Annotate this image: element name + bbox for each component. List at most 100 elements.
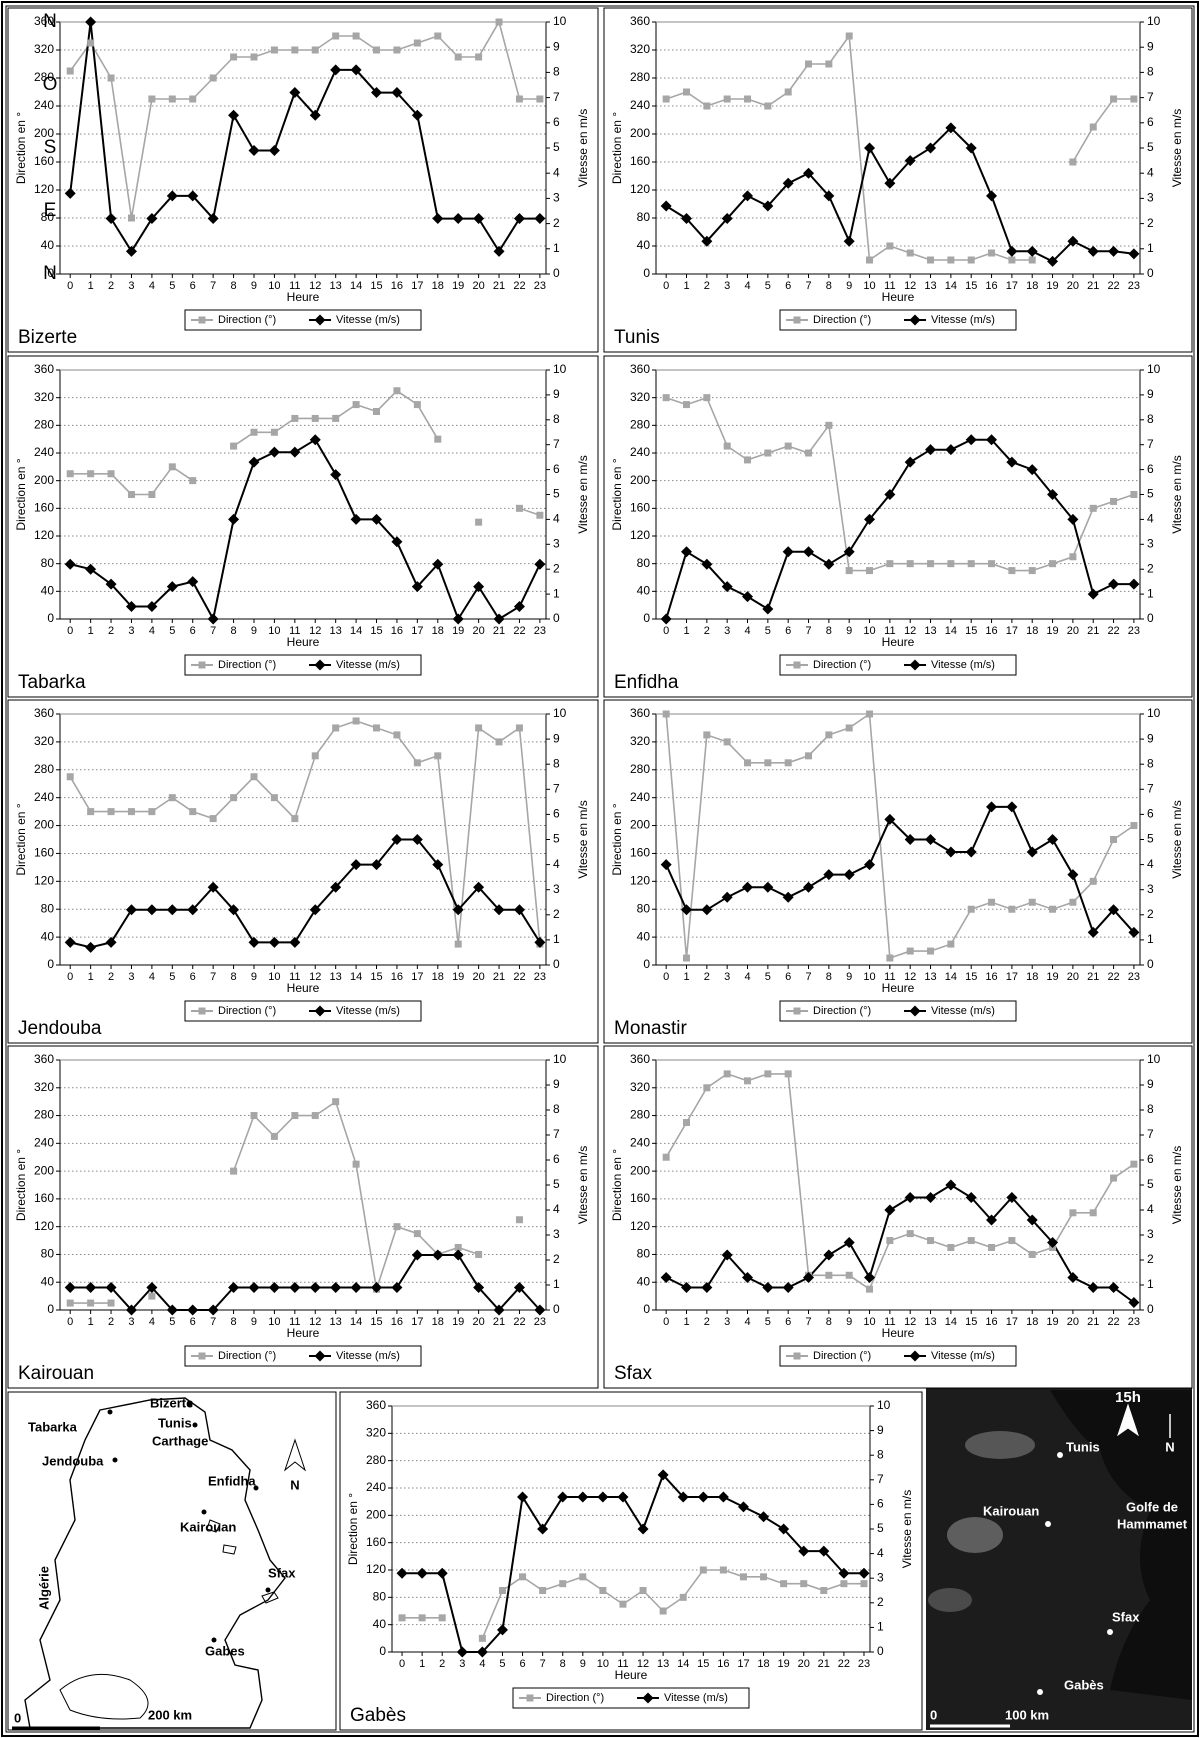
speed-marker <box>314 659 326 671</box>
direction-marker <box>886 242 894 250</box>
direction-marker <box>825 1271 833 1279</box>
x-tick-label: 10 <box>268 1316 280 1328</box>
x-tick-label: 0 <box>67 625 73 637</box>
speed-marker <box>701 1282 713 1293</box>
x-tick-label: 23 <box>534 625 546 637</box>
x-tick-label: 13 <box>330 971 342 983</box>
x-tick-label: 6 <box>190 1316 196 1328</box>
x-tick-label: 20 <box>472 280 484 292</box>
direction-marker <box>168 463 176 471</box>
y2-tick-label: 0 <box>553 1302 560 1316</box>
x-tick-label: 9 <box>251 971 257 983</box>
station-name: Monastir <box>614 1018 688 1039</box>
x-tick-label: 4 <box>479 1658 485 1670</box>
y-tick-label: 120 <box>34 528 54 542</box>
sat-city-dot <box>1045 1521 1051 1527</box>
speed-marker <box>721 581 733 593</box>
x-tick-label: 15 <box>965 1316 977 1328</box>
direction-marker <box>723 442 731 450</box>
y-axis-label: Direction en ° <box>14 803 28 875</box>
y-tick-label: 360 <box>630 706 650 720</box>
speed-marker <box>1128 926 1140 938</box>
direction-marker <box>189 477 197 485</box>
direction-marker <box>148 95 156 103</box>
x-tick-label: 17 <box>1006 1316 1018 1328</box>
direction-marker <box>947 256 955 264</box>
speed-marker <box>125 904 137 916</box>
speed-marker <box>909 314 921 326</box>
direction-marker <box>703 394 711 402</box>
x-tick-label: 3 <box>128 1316 134 1328</box>
y-tick-label: 200 <box>630 1163 650 1177</box>
speed-marker <box>330 469 342 481</box>
speed-marker <box>597 1491 609 1503</box>
direction-marker <box>66 1299 74 1307</box>
inner-frame <box>5 5 1195 1733</box>
station-name: Sfax <box>614 1363 653 1384</box>
y2-tick-label: 7 <box>553 781 560 795</box>
x-tick-label: 10 <box>863 971 875 983</box>
speed-marker <box>1047 489 1059 500</box>
direction-marker <box>168 95 176 103</box>
y-tick-label: 120 <box>630 182 650 196</box>
direction-marker <box>927 256 935 264</box>
y-tick-label: 280 <box>34 70 54 84</box>
x-tick-label: 17 <box>1006 625 1018 637</box>
direction-marker <box>209 815 217 823</box>
y2-tick-label: 3 <box>1147 191 1154 205</box>
speed-marker <box>1128 1297 1140 1308</box>
x-axis-label: Heure <box>287 1326 320 1340</box>
station-name: Jendouba <box>18 1018 102 1039</box>
y2-tick-label: 6 <box>553 115 560 129</box>
direction-marker <box>744 1077 752 1085</box>
x-tick-label: 18 <box>757 1658 769 1670</box>
direction-marker <box>87 470 95 478</box>
x-tick-label: 21 <box>1087 625 1099 637</box>
x-tick-label: 22 <box>1107 1316 1119 1328</box>
direction-marker <box>662 710 670 718</box>
x-tick-label: 2 <box>704 971 710 983</box>
direction-marker <box>723 1070 731 1078</box>
direction-marker <box>866 567 874 575</box>
x-tick-label: 6 <box>190 971 196 983</box>
direction-marker <box>906 1230 914 1238</box>
x-tick-label: 0 <box>663 280 669 292</box>
y2-axis-label: Vitesse en m/s <box>576 109 590 187</box>
x-tick-label: 11 <box>289 625 300 637</box>
y2-tick-label: 3 <box>1147 1227 1154 1241</box>
x-tick-label: 10 <box>863 280 875 292</box>
direction-marker <box>1089 877 1097 885</box>
speed-marker <box>248 936 260 948</box>
direction-marker <box>230 53 238 61</box>
x-tick-label: 15 <box>697 1658 709 1670</box>
speed-marker <box>207 613 219 625</box>
speed-marker <box>187 190 199 202</box>
y2-tick-label: 5 <box>1147 487 1154 501</box>
speed-marker <box>1087 588 1099 600</box>
y2-tick-label: 1 <box>553 1277 560 1291</box>
direction-marker <box>967 905 975 913</box>
direction-marker <box>332 414 340 422</box>
direction-marker <box>679 1593 687 1601</box>
legend-label: Vitesse (m/s) <box>931 314 995 326</box>
speed-marker <box>782 1282 794 1293</box>
x-tick-label: 3 <box>459 1658 465 1670</box>
speed-marker <box>493 1304 505 1316</box>
direction-marker <box>805 752 813 760</box>
y2-tick-label: 10 <box>1147 706 1161 720</box>
x-tick-label: 19 <box>1046 280 1058 292</box>
y-axis-label: Direction en ° <box>14 458 28 530</box>
bright-area <box>947 1517 1003 1553</box>
direction-marker <box>198 1007 206 1015</box>
direction-marker <box>860 1580 868 1588</box>
y2-tick-label: 3 <box>553 536 560 550</box>
y2-tick-label: 7 <box>877 1472 884 1486</box>
direction-marker <box>988 249 996 257</box>
speed-marker <box>681 1282 693 1293</box>
direction-marker <box>866 256 874 264</box>
speed-marker <box>309 434 321 446</box>
x-tick-label: 19 <box>1046 1316 1058 1328</box>
y-tick-label: 280 <box>34 762 54 776</box>
x-tick-label: 22 <box>513 971 525 983</box>
direction-marker <box>148 808 156 816</box>
